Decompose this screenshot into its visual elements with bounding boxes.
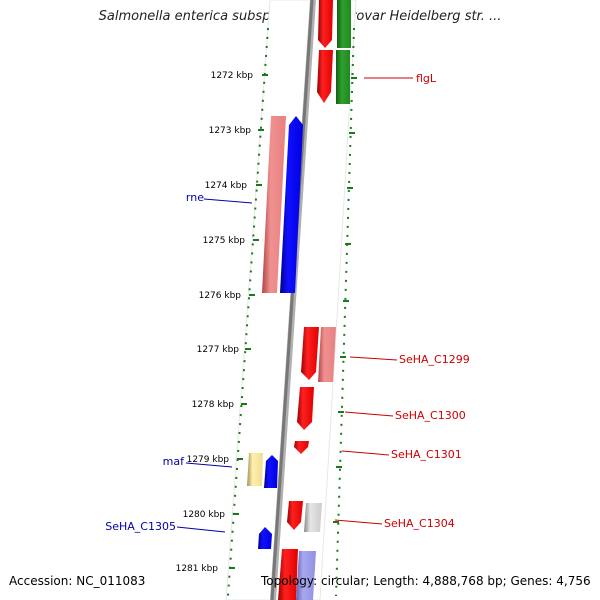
- gene-arrow-maf[interactable]: [264, 455, 278, 488]
- scale-labels: 1272 kbp 1273 kbp 1274 kbp 1275 kbp 1276…: [176, 71, 254, 574]
- gene-arrow-SeHA_C1299-b[interactable]: [318, 327, 336, 382]
- gene-arrow-SeHA_C1304-b[interactable]: [304, 503, 322, 532]
- scale-label-1274: 1274 kbp: [205, 181, 248, 191]
- gene-arrow-flgL[interactable]: [317, 50, 333, 103]
- gene-arrow-SeHA_C1300[interactable]: [297, 387, 314, 430]
- scale-label-1279: 1279 kbp: [187, 455, 230, 465]
- gene-arrow-SeHA_C1299-a[interactable]: [301, 327, 319, 380]
- gene-arrow-maf-yellow[interactable]: [247, 453, 263, 486]
- scale-label-1275: 1275 kbp: [203, 236, 246, 246]
- scale-label-1277: 1277 kbp: [197, 345, 240, 355]
- gene-label-SeHA_C1305[interactable]: SeHA_C1305: [105, 520, 176, 533]
- rna-bar-top[interactable]: [337, 0, 351, 48]
- scale-ticks-inner: [229, 74, 268, 569]
- gene-arrow-rne-pink[interactable]: [262, 116, 286, 293]
- label-leaders: [176, 77, 413, 533]
- scale-label-1280: 1280 kbp: [183, 510, 226, 520]
- gene-arrow-bottom-lavender[interactable]: [296, 551, 316, 600]
- gene-arrow-SeHA_C1304-a[interactable]: [287, 501, 303, 530]
- gene-label-SeHA_C1304[interactable]: SeHA_C1304: [384, 517, 455, 530]
- rna-bar-flgL[interactable]: [336, 50, 350, 104]
- gene-arrow-rne[interactable]: [280, 116, 303, 293]
- gene-arrow-SeHA_C1305[interactable]: [258, 527, 272, 549]
- gene-arrow-SeHA_C1301[interactable]: [294, 441, 309, 454]
- gene-arrow-top-red[interactable]: [318, 0, 333, 48]
- scale-label-1276: 1276 kbp: [199, 291, 242, 301]
- scale-ticks-outer: [333, 77, 357, 523]
- genome-backbone-core: [270, 0, 314, 600]
- scale-label-1278: 1278 kbp: [192, 400, 235, 410]
- gene-label-SeHA_C1299[interactable]: SeHA_C1299: [399, 353, 470, 366]
- gene-label-maf[interactable]: maf: [163, 455, 185, 468]
- gene-label-rne[interactable]: rne: [186, 191, 204, 204]
- gene-arrow-bottom-red[interactable]: [278, 549, 298, 600]
- topology-text: Topology: circular; Length: 4,888,768 bp…: [261, 574, 591, 588]
- gene-label-SeHA_C1300[interactable]: SeHA_C1300: [395, 409, 466, 422]
- accession-text: Accession: NC_011083: [9, 574, 146, 588]
- scale-label-1281: 1281 kbp: [176, 564, 219, 574]
- scale-label-1272: 1272 kbp: [211, 71, 254, 81]
- gene-label-SeHA_C1301[interactable]: SeHA_C1301: [391, 448, 462, 461]
- scale-label-1273: 1273 kbp: [209, 126, 252, 136]
- gene-label-flgL[interactable]: flgL: [416, 72, 437, 85]
